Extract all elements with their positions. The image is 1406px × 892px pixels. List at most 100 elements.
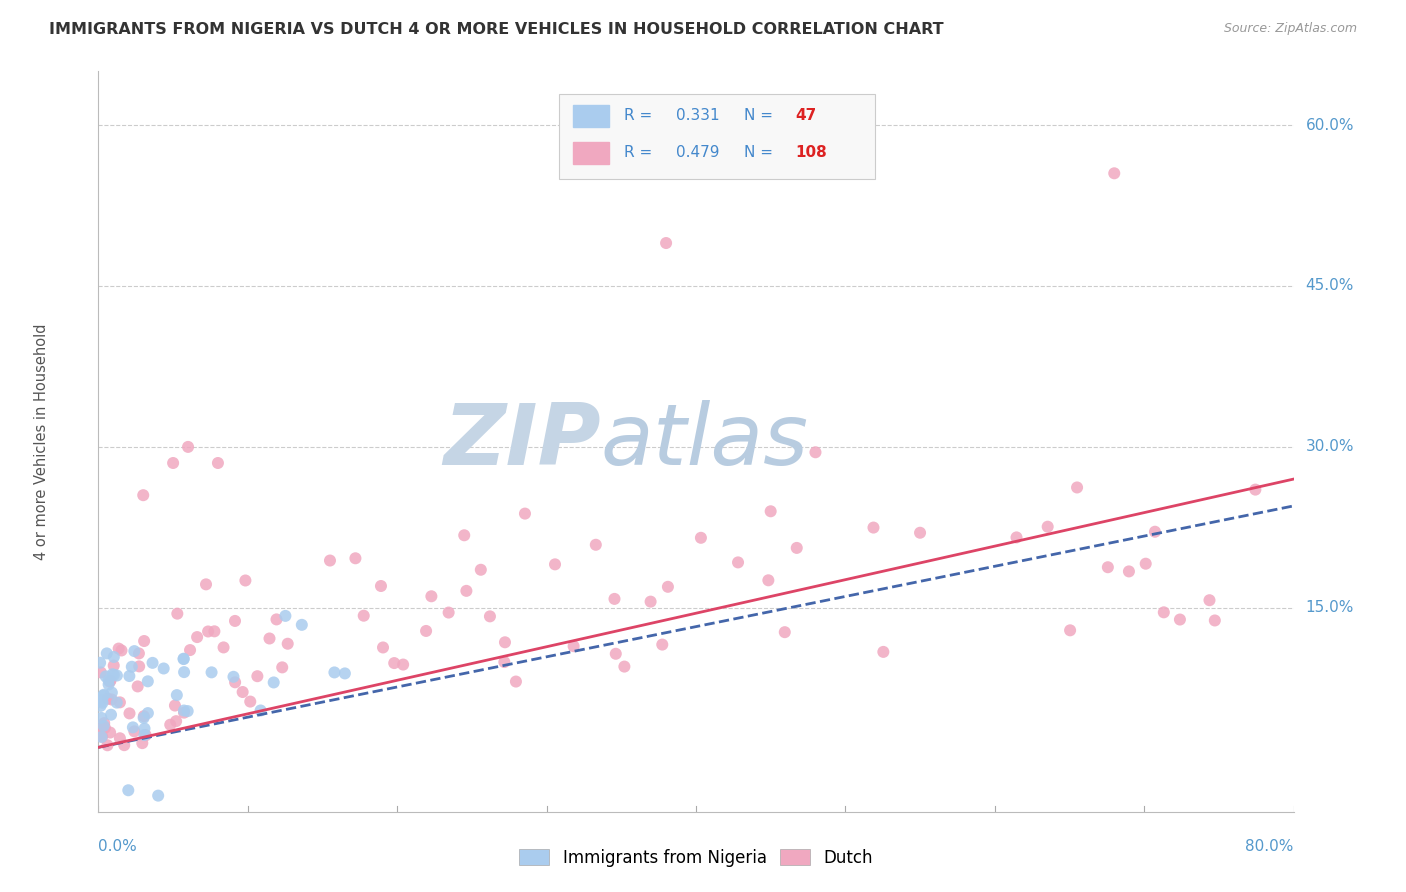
Point	[166, 688, 188, 702]
Point	[91, 693, 114, 707]
Point	[97, 677, 120, 691]
Point	[107, 641, 129, 656]
Point	[136, 706, 159, 720]
Point	[103, 650, 125, 665]
Point	[96, 738, 118, 752]
Point	[478, 609, 501, 624]
Point	[108, 731, 131, 746]
Point	[232, 685, 254, 699]
Bar	[572, 104, 609, 127]
Point	[640, 594, 662, 608]
Point	[89, 656, 111, 670]
Point	[437, 606, 460, 620]
Point	[90, 698, 112, 713]
Point	[1097, 560, 1119, 574]
Point	[103, 658, 125, 673]
Point	[1168, 613, 1191, 627]
Point	[100, 692, 122, 706]
Point	[91, 696, 114, 710]
Point	[1066, 480, 1088, 494]
Point	[222, 670, 245, 684]
Point	[727, 555, 749, 569]
Point	[862, 520, 884, 534]
Text: N =: N =	[744, 145, 778, 161]
Text: ZIP: ZIP	[443, 400, 600, 483]
Point	[382, 656, 405, 670]
Point	[103, 668, 125, 682]
Point	[108, 695, 131, 709]
Point	[128, 647, 150, 661]
Point	[470, 563, 492, 577]
Point	[132, 709, 155, 723]
Point	[97, 691, 120, 706]
Text: 0.479: 0.479	[676, 145, 718, 161]
Point	[134, 634, 156, 648]
Text: Source: ZipAtlas.com: Source: ZipAtlas.com	[1223, 22, 1357, 36]
Point	[259, 632, 281, 646]
Point	[1204, 614, 1226, 628]
Point	[173, 651, 195, 665]
Point	[112, 738, 135, 752]
Point	[456, 583, 478, 598]
Point	[165, 714, 187, 728]
Text: 60.0%: 60.0%	[1306, 118, 1354, 133]
Point	[657, 580, 679, 594]
Text: 108: 108	[796, 145, 827, 161]
Point	[101, 685, 124, 699]
Point	[117, 783, 139, 797]
Point	[605, 647, 627, 661]
Point	[131, 736, 153, 750]
Point	[94, 669, 117, 683]
Point	[128, 659, 150, 673]
Point	[173, 706, 195, 720]
Point	[544, 558, 567, 572]
Point	[195, 577, 218, 591]
Point	[759, 504, 782, 518]
Point	[118, 706, 141, 721]
Point	[134, 722, 156, 736]
Text: R =: R =	[624, 145, 658, 161]
Point	[786, 541, 808, 555]
Point	[291, 617, 314, 632]
Point	[333, 666, 356, 681]
Point	[118, 669, 141, 683]
Point	[91, 730, 114, 744]
Point	[773, 625, 796, 640]
Point	[246, 669, 269, 683]
Point	[93, 716, 115, 731]
Point	[212, 640, 235, 655]
Point	[179, 643, 201, 657]
Text: 0.0%: 0.0%	[98, 838, 138, 854]
Point	[323, 665, 346, 680]
Point	[90, 728, 112, 742]
Point	[756, 574, 779, 588]
Text: atlas: atlas	[600, 400, 808, 483]
Point	[344, 551, 367, 566]
Point	[132, 711, 155, 725]
Point	[202, 624, 225, 639]
Point	[1005, 530, 1028, 544]
Point	[98, 725, 121, 739]
Text: IMMIGRANTS FROM NIGERIA VS DUTCH 4 OR MORE VEHICLES IN HOUSEHOLD CORRELATION CHA: IMMIGRANTS FROM NIGERIA VS DUTCH 4 OR MO…	[49, 22, 943, 37]
Text: 45.0%: 45.0%	[1306, 278, 1354, 293]
Text: 15.0%: 15.0%	[1306, 600, 1354, 615]
Point	[136, 674, 159, 689]
Point	[162, 456, 184, 470]
Point	[277, 637, 299, 651]
Point	[101, 667, 124, 681]
Point	[98, 674, 121, 689]
Point	[97, 673, 120, 688]
Text: 30.0%: 30.0%	[1306, 440, 1354, 454]
Point	[585, 538, 607, 552]
Point	[177, 440, 200, 454]
Point	[651, 638, 673, 652]
Point	[224, 614, 246, 628]
Point	[124, 724, 146, 739]
Text: 0.331: 0.331	[676, 108, 720, 123]
Text: 80.0%: 80.0%	[1246, 838, 1294, 854]
Point	[176, 704, 198, 718]
Text: 4 or more Vehicles in Household: 4 or more Vehicles in Household	[34, 323, 49, 560]
Text: 47: 47	[796, 108, 817, 123]
Point	[163, 698, 186, 713]
Point	[90, 711, 112, 725]
